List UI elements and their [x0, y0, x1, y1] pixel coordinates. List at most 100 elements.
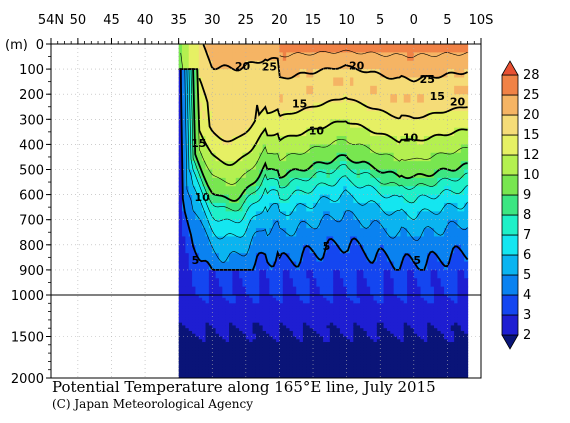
- field-cell: [289, 330, 294, 335]
- field-cell: [299, 314, 304, 318]
- field-cell: [427, 44, 432, 53]
- field-cell: [266, 344, 270, 349]
- field-cell: [269, 228, 274, 238]
- field-cell: [232, 300, 237, 304]
- field-cell: [245, 339, 250, 343]
- field-cell: [292, 297, 297, 302]
- field-cell: [249, 317, 254, 321]
- field-cell: [232, 350, 237, 354]
- field-cell: [232, 253, 237, 263]
- field-cell: [239, 297, 244, 302]
- field-cell: [188, 127, 193, 137]
- field-cell: [376, 372, 381, 376]
- field-cell: [255, 152, 260, 162]
- field-cell: [282, 303, 287, 307]
- field-cell: [393, 152, 398, 162]
- field-cell: [299, 319, 304, 324]
- field-cell: [336, 253, 341, 263]
- field-cell: [205, 322, 210, 327]
- field-cell: [218, 336, 223, 340]
- field-cell: [373, 322, 378, 327]
- field-cell: [289, 328, 294, 332]
- field-cell: [427, 342, 432, 346]
- field-cell: [440, 144, 445, 154]
- field-cell: [309, 211, 314, 221]
- field-cell: [333, 110, 338, 120]
- field-cell: [420, 353, 425, 357]
- field-cell: [249, 169, 254, 179]
- field-cell: [444, 253, 449, 263]
- field-cell: [444, 102, 449, 112]
- field-cell: [252, 364, 257, 368]
- field-cell: [326, 328, 331, 332]
- field-cell: [370, 228, 375, 238]
- field-cell: [417, 236, 422, 246]
- field-cell: [302, 261, 307, 271]
- field-cell: [282, 330, 287, 335]
- field-cell: [447, 330, 452, 335]
- field-cell: [299, 177, 304, 187]
- field-cell: [299, 328, 304, 332]
- field-cell: [212, 177, 217, 187]
- field-cell: [188, 119, 193, 129]
- field-cell: [329, 127, 334, 137]
- field-cell: [346, 261, 351, 271]
- field-cell: [218, 261, 223, 271]
- field-cell: [346, 317, 351, 321]
- field-cell: [279, 314, 284, 318]
- field-cell: [182, 144, 186, 154]
- field-cell: [323, 311, 328, 315]
- field-cell: [208, 211, 213, 221]
- field-cell: [349, 253, 354, 263]
- field-cell: [386, 52, 391, 62]
- field-cell: [440, 85, 445, 95]
- field-cell: [255, 236, 260, 246]
- field-cell: [296, 85, 301, 95]
- field-cell: [400, 353, 405, 357]
- field-cell: [309, 375, 314, 378]
- field-cell: [343, 269, 348, 279]
- field-cell: [286, 236, 291, 246]
- field-cell: [276, 325, 281, 329]
- field-cell: [292, 303, 297, 307]
- field-cell: [397, 269, 401, 279]
- field-cell: [272, 136, 277, 145]
- field-cell: [447, 228, 452, 238]
- field-cell: [437, 110, 442, 120]
- field-cell: [366, 211, 371, 221]
- field-cell: [410, 303, 415, 307]
- field-cell: [440, 177, 445, 187]
- field-cell: [252, 186, 257, 196]
- field-cell: [188, 308, 193, 313]
- field-cell: [380, 60, 385, 70]
- field-cell: [329, 211, 334, 221]
- field-cell: [349, 77, 354, 87]
- field-cell: [400, 330, 405, 335]
- field-cell: [370, 169, 375, 179]
- field-cell: [276, 119, 281, 129]
- field-cell: [447, 369, 452, 374]
- field-cell: [360, 347, 365, 351]
- field-cell: [205, 330, 210, 335]
- field-cell: [417, 161, 422, 171]
- field-cell: [333, 317, 338, 321]
- field-cell: [366, 152, 371, 162]
- field-cell: [407, 136, 412, 145]
- field-cell: [376, 339, 381, 343]
- field-cell: [373, 186, 378, 196]
- field-cell: [440, 261, 445, 271]
- field-cell: [218, 325, 223, 329]
- field-cell: [346, 110, 351, 120]
- field-cell: [427, 177, 432, 187]
- field-cell: [178, 314, 183, 318]
- field-cell: [430, 244, 435, 254]
- field-cell: [266, 253, 270, 263]
- field-cell: [269, 314, 274, 318]
- field-cell: [400, 336, 405, 340]
- field-cell: [417, 286, 422, 296]
- field-cell: [296, 366, 301, 371]
- field-cell: [252, 297, 257, 302]
- field-cell: [235, 311, 240, 315]
- field-cell: [272, 300, 277, 304]
- field-cell: [185, 44, 190, 53]
